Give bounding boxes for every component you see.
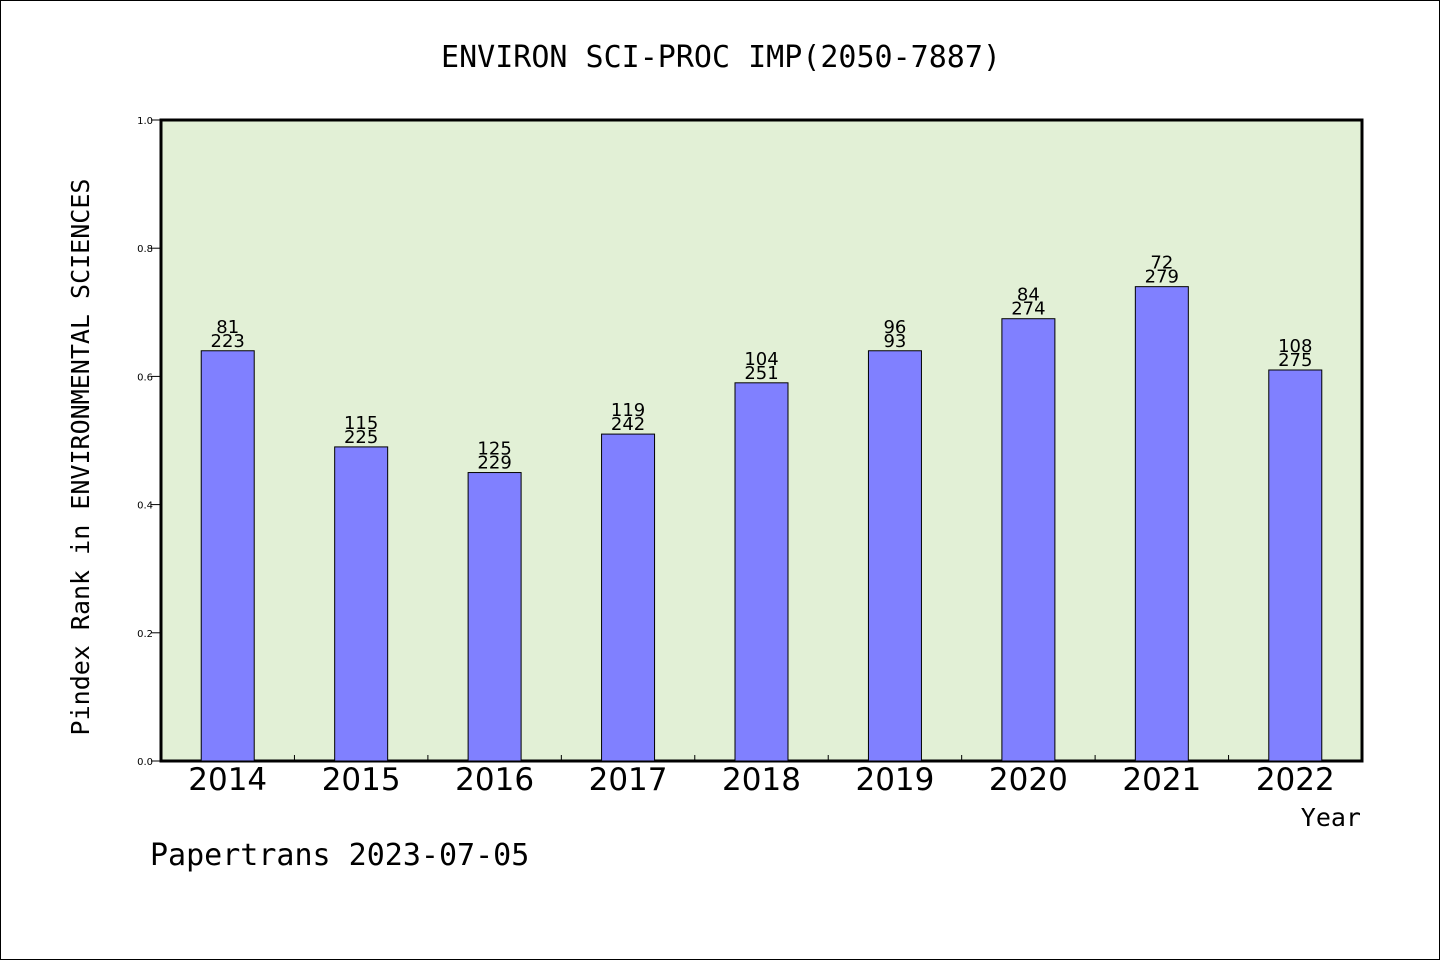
bar-label-bottom: 279 [1145, 267, 1179, 288]
bar-label-top: 84 [1017, 285, 1040, 306]
x-tick-label: 2016 [455, 762, 534, 798]
bar-2014 [200, 350, 255, 762]
x-tick-label: 2018 [722, 762, 801, 798]
x-tick-label: 2017 [589, 762, 668, 798]
x-tick-label: 2020 [989, 762, 1068, 798]
x-axis-title: Year [1301, 803, 1361, 832]
y-tick-label: 0.2 [137, 629, 153, 640]
bar-label-bottom: 229 [477, 453, 511, 474]
bar-label-top: 104 [744, 349, 778, 370]
bar-label-bottom: 275 [1278, 350, 1312, 371]
bar-2019 [867, 350, 922, 762]
y-axis-title: Pindex Rank in ENVIRONMENTAL SCIENCES [66, 179, 95, 736]
bar-label-bottom: 225 [344, 427, 378, 448]
bar-2018 [734, 382, 789, 762]
bar-label-top: 81 [216, 317, 239, 338]
y-tick-label: 0.4 [137, 501, 153, 512]
bar-label-bottom: 223 [211, 331, 245, 352]
bar-label-top: 125 [477, 439, 511, 460]
bar-label-top: 96 [883, 317, 906, 338]
bar-2017 [601, 433, 656, 762]
y-tick-label: 0.0 [137, 757, 153, 768]
x-tick-label: 2022 [1256, 762, 1335, 798]
bar-2020 [1001, 318, 1056, 762]
bar-2022 [1268, 369, 1323, 762]
bar-label-top: 72 [1150, 253, 1173, 274]
x-tick-label: 2014 [188, 762, 267, 798]
x-tick-label: 2015 [322, 762, 401, 798]
chart-title: ENVIRON SCI-PROC IMP(2050-7887) [441, 40, 1001, 75]
bar-2016 [467, 472, 522, 762]
x-tick-label: 2021 [1122, 762, 1201, 798]
bar-2015 [334, 446, 389, 762]
bar-label-bottom: 274 [1011, 299, 1045, 320]
x-tick-label: 2019 [855, 762, 934, 798]
bar-label-bottom: 251 [744, 363, 778, 384]
y-axis: 0.0 0.2 0.4 0.6 0.8 1.0 [137, 116, 161, 768]
x-axis: 2014 2015 2016 2017 2018 2019 2020 2021 2022 [188, 755, 1335, 798]
y-tick-label: 1.0 [137, 116, 153, 127]
bar-label-bottom: 93 [883, 331, 906, 352]
bar-label-top: 115 [344, 413, 378, 434]
y-tick-label: 0.6 [137, 372, 153, 383]
bar-label-top: 119 [611, 400, 645, 421]
bar-label-top: 108 [1278, 336, 1312, 357]
footer-note: Papertrans 2023-07-05 [150, 838, 529, 873]
y-tick-label: 0.8 [137, 244, 153, 255]
bar-label-bottom: 242 [611, 414, 645, 435]
bar-2021 [1134, 286, 1189, 762]
